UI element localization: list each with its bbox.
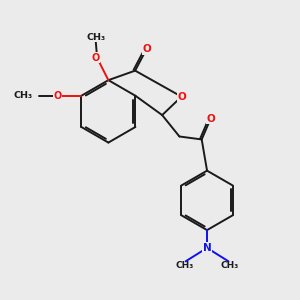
Text: O: O xyxy=(142,44,151,54)
Text: O: O xyxy=(53,91,62,101)
Text: O: O xyxy=(92,53,100,63)
Text: CH₃: CH₃ xyxy=(14,91,33,100)
Text: CH₃: CH₃ xyxy=(221,261,239,270)
Text: O: O xyxy=(206,114,215,124)
Text: N: N xyxy=(203,243,212,253)
Text: CH₃: CH₃ xyxy=(175,261,193,270)
Text: O: O xyxy=(177,92,186,102)
Text: CH₃: CH₃ xyxy=(86,33,105,42)
